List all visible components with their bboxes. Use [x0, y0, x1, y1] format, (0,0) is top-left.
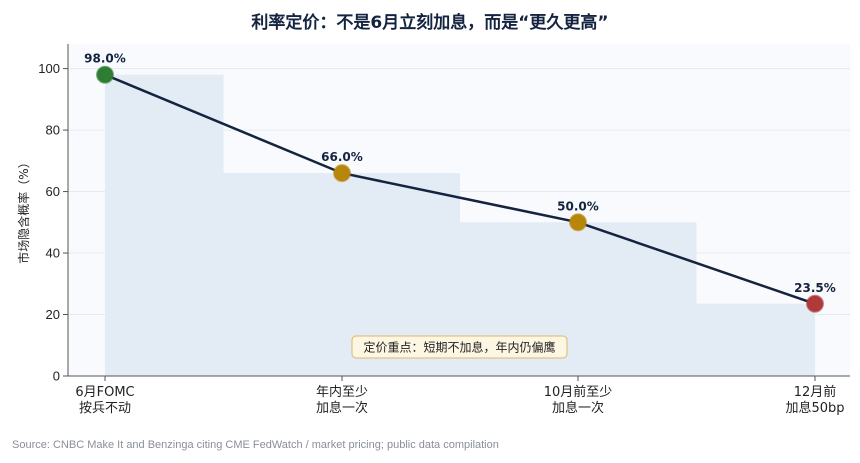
x-tick-label: 年内至少加息一次: [316, 384, 368, 416]
x-tick-label: 6月FOMC 按兵不动: [75, 385, 134, 416]
annotation-box: [351, 335, 568, 359]
data-labels: 98.0% 66.0% 50.0% 23.5%: [84, 52, 836, 295]
axes: 0 20 40 60 80 100 6月FOMC 按兵不动 年内至少加息一次 10月前至少加息一次…: [38, 44, 850, 416]
x-tick-label: 10月前至少加息一次: [544, 384, 613, 416]
y-tick-label: 20: [46, 307, 60, 322]
data-label: 23.5%: [794, 281, 836, 295]
annotation-text: 定价重点：短期不加息，年内仍偏鹰: [363, 340, 555, 355]
y-tick-label: 40: [46, 246, 60, 261]
data-points: [96, 65, 824, 313]
y-axis-title: 市场隐含概率（%）: [16, 156, 31, 263]
data-point: [333, 164, 351, 183]
step-bar: [105, 74, 224, 377]
y-tick-label: 60: [46, 184, 60, 199]
series-line: [104, 73, 816, 305]
data-point: [806, 294, 824, 313]
data-label: 98.0%: [84, 52, 126, 66]
y-tick-label: 100: [38, 61, 60, 76]
source-note: Source: CNBC Make It and Benzinga citing…: [12, 439, 499, 451]
data-point: [96, 65, 114, 84]
chart-title: 利率定价：不是6月立刻加息，而是“更久更高”: [251, 13, 609, 33]
annotation: 定价重点：短期不加息，年内仍偏鹰: [351, 335, 568, 359]
data-label: 50.0%: [557, 199, 599, 213]
y-tick-label: 80: [46, 123, 60, 138]
series-polyline: [104, 73, 816, 305]
data-label: 66.0%: [321, 150, 363, 164]
data-point: [569, 213, 587, 232]
step-bar: [696, 303, 815, 376]
x-tick-label: 12月前加息50bp: [785, 384, 844, 416]
y-tick-label: 0: [53, 369, 60, 384]
